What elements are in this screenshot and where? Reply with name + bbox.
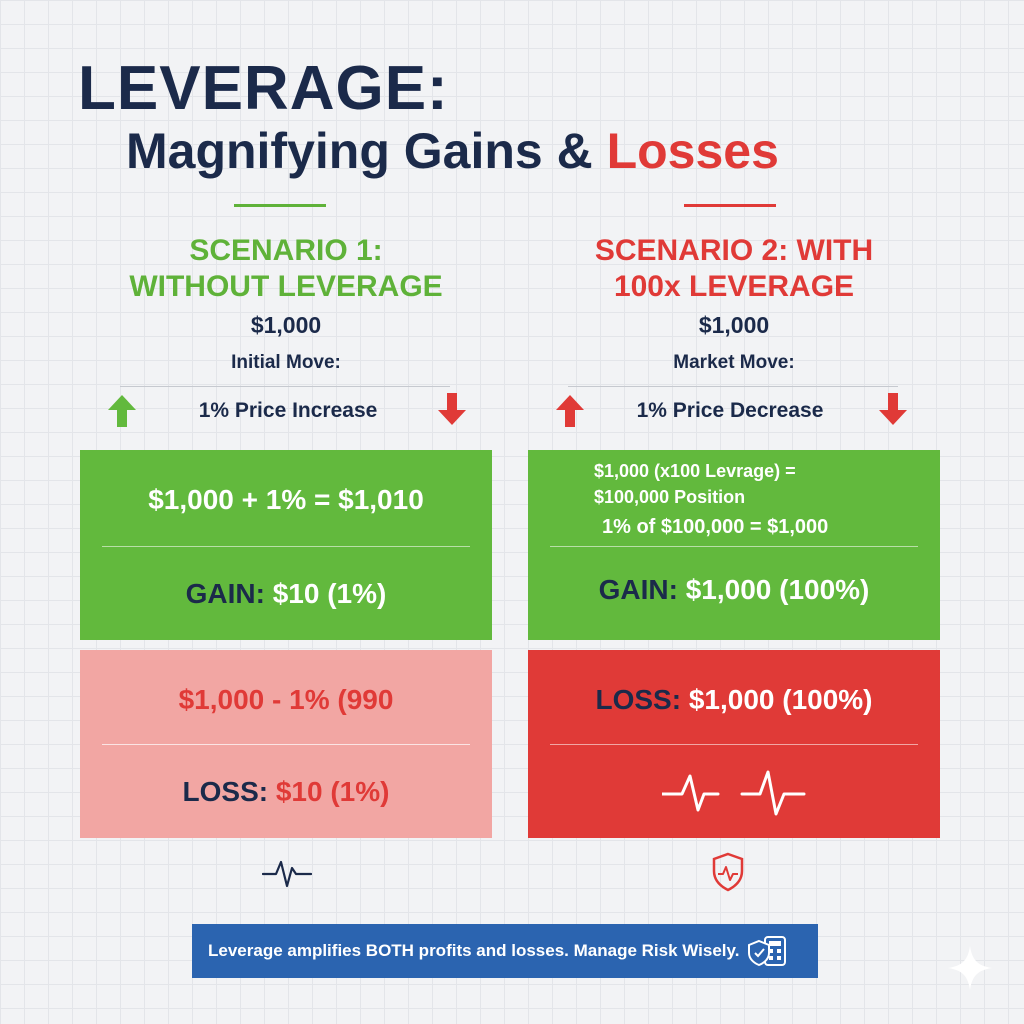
title-main-text: Magnifying Gains &	[126, 123, 607, 179]
scenario2-loss-box: LOSS: $1,000 (100%)	[528, 650, 940, 838]
gain-label: GAIN:	[598, 574, 678, 605]
scenario1-gain-box: $1,000 + 1% = $1,010 GAIN: $10 (1%)	[80, 450, 492, 640]
scenario2-heading-line1: SCENARIO 2: WITH	[594, 234, 874, 267]
up-arrow-icon	[556, 395, 584, 427]
scenario1-amount: $1,000	[250, 312, 322, 338]
banner-text: Leverage amplifies BOTH profits and loss…	[208, 941, 740, 960]
scenario2-divider-line	[568, 386, 898, 387]
scenario2-gain-line3: 1% of $100,000 = $1,000	[602, 516, 829, 538]
loss-value: $1,000 (100%)	[688, 684, 873, 715]
gain-value: $1,000 (100%)	[685, 574, 870, 605]
loss-label: LOSS:	[595, 684, 682, 715]
down-arrow-icon	[438, 393, 466, 425]
scenario1-loss-box: $1,000 - 1% (990 LOSS: $10 (1%)	[80, 650, 492, 838]
scenario1-gain-result: GAIN: $10 (1%)	[80, 578, 492, 610]
scenario1-heading: SCENARIO 1: WITHOUT LEVERAGE	[80, 233, 492, 305]
heartbeat-icon	[262, 860, 312, 888]
sparkle-icon	[948, 946, 992, 990]
risk-banner: Leverage amplifies BOTH profits and loss…	[192, 924, 818, 978]
title-accent-text: Losses	[606, 123, 779, 179]
shield-heartbeat-icon	[712, 852, 744, 892]
scenario2-gain-box: $1,000 (x100 Levrage) = $100,000 Positio…	[528, 450, 940, 640]
box-separator	[102, 744, 470, 745]
loss-value: $10 (1%)	[275, 776, 390, 807]
scenario2-loss-result: LOSS: $1,000 (100%)	[528, 684, 940, 716]
scenario2-subtitle: Market Move:	[673, 352, 795, 373]
box-separator	[102, 546, 470, 547]
box-separator	[550, 546, 918, 547]
gain-label: GAIN:	[185, 578, 265, 609]
scenario2-amount: $1,000	[698, 312, 770, 338]
scenario2-gain-result: GAIN: $1,000 (100%)	[528, 574, 940, 606]
scenario2-heading: SCENARIO 2: WITH 100x LEVERAGE	[528, 233, 940, 305]
down-arrow-icon	[879, 393, 907, 425]
shield-calculator-icon	[748, 936, 787, 967]
loss-label: LOSS:	[182, 776, 269, 807]
scenario2-gain-line2: $100,000 Position	[594, 487, 746, 507]
scenario1-move-text: 1% Price Increase	[198, 399, 378, 422]
scenario2-gain-line1: $1,000 (x100 Levrage) =	[594, 461, 796, 481]
heartbeat-icon	[662, 770, 806, 816]
scenario1-gain-equation: $1,000 + 1% = $1,010	[148, 484, 424, 515]
scenario2-move-text: 1% Price Decrease	[636, 399, 824, 422]
red-divider	[684, 204, 776, 207]
gain-value: $10 (1%)	[272, 578, 387, 609]
scenario1-loss-result: LOSS: $10 (1%)	[80, 776, 492, 808]
box-separator	[550, 744, 918, 745]
scenario2-heading-line2: 100x LEVERAGE	[613, 270, 855, 303]
green-divider	[234, 204, 326, 207]
scenario1-heading-line2: WITHOUT LEVERAGE	[129, 270, 443, 303]
page-title-line1: LEVERAGE:	[78, 54, 449, 123]
scenario1-subtitle: Initial Move:	[231, 352, 341, 373]
scenario1-loss-equation: $1,000 - 1% (990	[178, 684, 394, 715]
scenario1-divider-line	[120, 386, 450, 387]
scenario1-heading-line1: SCENARIO 1:	[189, 234, 383, 267]
page-title-line2: Magnifying Gains & Losses	[126, 126, 926, 176]
up-arrow-icon	[108, 395, 136, 427]
